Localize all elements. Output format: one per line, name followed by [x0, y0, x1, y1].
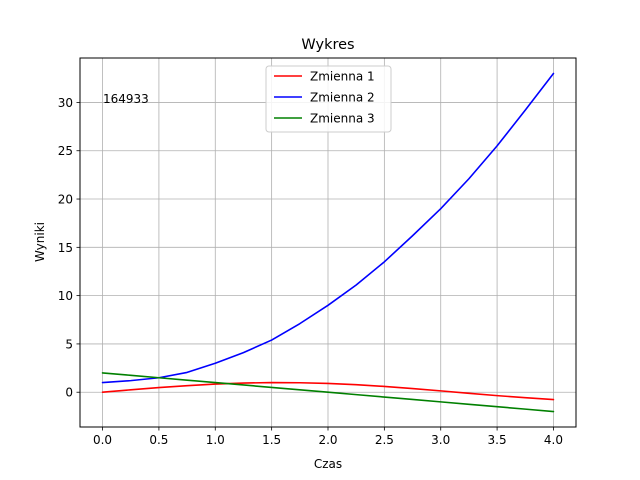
y-tick-label: 15 — [58, 241, 73, 255]
annotation-label: 164933 — [103, 92, 149, 106]
x-tick-label: 3.0 — [431, 433, 450, 447]
x-tick-label: 2.0 — [318, 433, 337, 447]
x-tick-label: 0.0 — [93, 433, 112, 447]
x-axis-label: Czas — [314, 457, 342, 471]
x-tick-label: 1.0 — [206, 433, 225, 447]
x-tick-label: 2.5 — [375, 433, 394, 447]
legend-box — [265, 65, 392, 133]
legend-label-2: Zmienna 2 — [310, 91, 375, 105]
y-tick-label: 25 — [58, 144, 73, 158]
y-tick-label: 30 — [58, 96, 73, 110]
series-lines — [101, 72, 555, 413]
axis-ticks: 0.0 0.5 1.0 1.5 2.0 2.5 3.0 3.5 4.0 0 5 10 15 20 25 30 — [58, 96, 563, 447]
x-tick-label: 0.5 — [149, 433, 168, 447]
x-tick-label: 1.5 — [262, 433, 281, 447]
y-tick-label: 20 — [58, 193, 73, 207]
y-tick-label: 5 — [65, 337, 73, 351]
chart-title: Wykres — [301, 37, 354, 53]
y-tick-label: 0 — [65, 386, 73, 400]
x-tick-label: 3.5 — [488, 433, 507, 447]
y-tick-label: 10 — [58, 289, 73, 303]
legend: Zmienna 1 Zmienna 2 Zmienna 3 — [265, 65, 392, 133]
series-line-1 — [101, 381, 555, 401]
legend-label-1: Zmienna 1 — [310, 70, 375, 84]
x-tick-label: 4.0 — [544, 433, 563, 447]
legend-label-3: Zmienna 3 — [310, 112, 375, 126]
y-axis-label: Wyniki — [33, 222, 47, 262]
series-line-3 — [101, 372, 555, 413]
series-line-2 — [101, 72, 555, 384]
